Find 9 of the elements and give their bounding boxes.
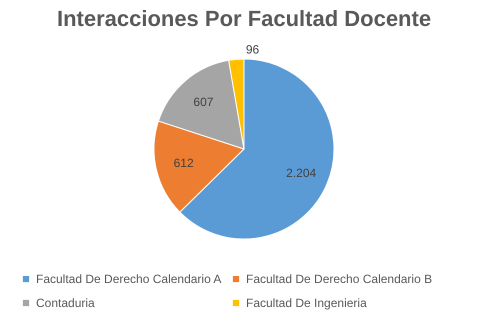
data-label: 2.204: [286, 166, 317, 180]
data-label: 607: [193, 95, 214, 110]
legend-label: Contaduria: [36, 296, 96, 310]
legend-label: Facultad De Ingenieria: [246, 296, 368, 310]
legend-label: Facultad De Derecho Calendario B: [246, 272, 432, 286]
chart-title: Interacciones Por Facultad Docente: [56, 6, 432, 31]
data-label: 612: [174, 156, 194, 170]
legend-label: Facultad De Derecho Calendario A: [36, 272, 222, 286]
data-label: 96: [246, 42, 260, 56]
